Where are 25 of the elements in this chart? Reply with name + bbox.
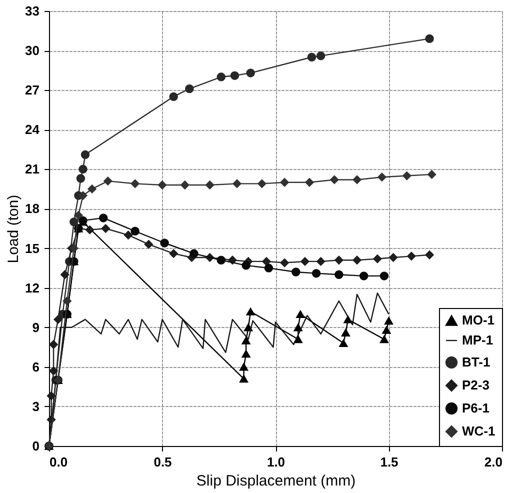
x-tick-label: 0.5 [154, 454, 172, 470]
legend-label: BT-1 [462, 354, 490, 370]
legend-label: MO-1 [462, 312, 494, 328]
y-tick-label: 24 [25, 122, 40, 138]
y-tick-label: 18 [25, 201, 40, 216]
y-tick-label: 3 [32, 398, 40, 414]
y-tick-label: 33 [25, 4, 40, 18]
y-tick-label: 27 [25, 82, 40, 98]
legend-label: MP-1 [462, 332, 494, 348]
y-tick-label: 6 [32, 359, 40, 374]
x-tick-label: 1.5 [380, 454, 398, 470]
x-tick-label: 0.0 [50, 454, 68, 470]
y-tick-label: 30 [25, 43, 40, 58]
y-tick-label: 15 [25, 240, 40, 256]
x-tick-label: 1.0 [266, 454, 286, 470]
legend-label: P2-3 [462, 378, 490, 392]
y-axis-title: Load (ton) [5, 194, 22, 264]
legend-label: WC-1 [462, 424, 496, 438]
y-tick-label: 21 [25, 162, 40, 177]
y-tick-label: 0 [32, 438, 40, 454]
y-tick-label: 12 [25, 280, 40, 296]
x-axis-title: Slip Displacement (mm) [196, 472, 356, 490]
y-tick-label: 9 [32, 320, 40, 335]
legend-label: P6-1 [462, 400, 490, 416]
x-tick-label: 2.0 [484, 454, 502, 470]
